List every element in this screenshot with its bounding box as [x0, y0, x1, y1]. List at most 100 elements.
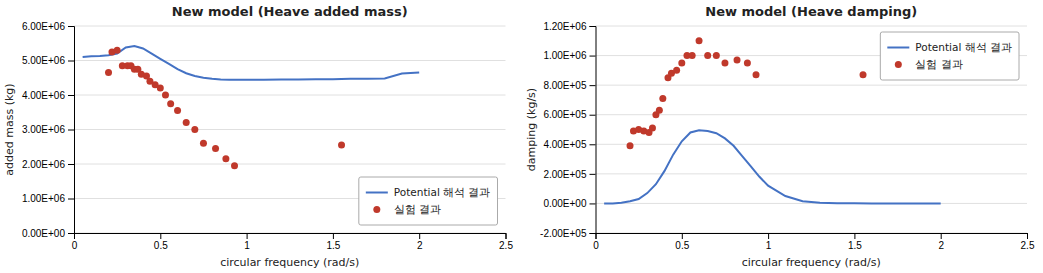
- y-tick: 0.00E+00: [22, 228, 74, 239]
- scatter-point: [231, 162, 238, 169]
- grid-line-y: [74, 129, 506, 130]
- y-tick: 5.00E+06: [22, 55, 74, 66]
- scatter-point: [704, 52, 711, 59]
- scatter-point: [167, 100, 174, 107]
- y-axis-title: damping (kg/s): [525, 88, 538, 171]
- legend: Potential 해석 결과실험 결과: [880, 32, 1019, 80]
- x-tick-label: 2: [938, 240, 944, 251]
- y-tick: 2.00E+05: [543, 169, 595, 180]
- x-axis-title: circular frequency (rad/s): [220, 256, 359, 269]
- y-tick-mark: [590, 174, 596, 175]
- series-line: [604, 130, 941, 203]
- x-tick-mark: [419, 233, 420, 239]
- y-tick: 3.00E+06: [22, 124, 74, 135]
- chart-title: New model (Heave damping): [705, 4, 917, 19]
- grid: [596, 26, 1028, 233]
- y-tick-label: 1.20E+06: [543, 21, 587, 32]
- x-tick-label: 0: [72, 240, 78, 251]
- scatter-point: [212, 145, 219, 152]
- x-tick-label: 2.5: [499, 240, 513, 251]
- x-tick: 0: [72, 233, 78, 251]
- x-tick-label: 2.5: [1021, 240, 1035, 251]
- scatter-point: [183, 119, 190, 126]
- y-tick-mark: [590, 203, 596, 204]
- y-tick-mark: [68, 199, 74, 200]
- legend-label: 실험 결과: [394, 203, 441, 215]
- scatter-point: [673, 67, 680, 74]
- y-tick-label: 1.00E+06: [543, 50, 587, 61]
- grid-line-y: [596, 26, 1028, 27]
- y-tick-mark: [590, 56, 596, 57]
- x-axis-title: circular frequency (rad/s): [742, 256, 881, 269]
- x-tick: 0.5: [675, 233, 689, 251]
- legend-swatch: [887, 47, 909, 49]
- y-tick-label: 4.00E+06: [22, 90, 66, 101]
- x-tick-label: 1: [244, 240, 250, 251]
- x-tick-mark: [768, 233, 769, 239]
- y-tick-label: 8.00E+05: [543, 80, 587, 91]
- legend-swatch: [373, 206, 380, 213]
- y-tick-label: 0.00E+00: [543, 198, 587, 209]
- y-tick: -2.00E+05: [540, 228, 595, 239]
- y-axis-line: [68, 27, 75, 234]
- scatter-point: [713, 52, 720, 59]
- grid-line-y: [74, 60, 506, 61]
- grid-line-y: [596, 173, 1028, 174]
- grid-line-y: [74, 164, 506, 165]
- x-tick: 1.5: [326, 233, 340, 251]
- legend-swatch: [895, 61, 902, 68]
- scatter-point: [753, 71, 760, 78]
- y-tick: 8.00E+05: [543, 80, 595, 91]
- panel: 0 0.5 1 1.5 2 2.5 -2.00E+05 0.00E+00 2.00E+05 4.0…: [525, 4, 1035, 269]
- scatter-point: [114, 47, 121, 54]
- scatter-point: [174, 107, 181, 114]
- y-tick: 4.00E+05: [543, 139, 595, 150]
- plot-area: [83, 46, 420, 169]
- scatter-point: [157, 85, 164, 92]
- x-tick: 2.5: [1021, 233, 1035, 251]
- legend-label: Potential 해석 결과: [394, 186, 491, 198]
- y-tick-mark: [68, 130, 74, 131]
- y-tick-label: 0.00E+00: [22, 228, 66, 239]
- y-tick: 1.00E+06: [22, 193, 74, 204]
- x-axis: 0 0.5 1 1.5 2 2.5: [72, 233, 514, 251]
- x-tick: 0: [593, 233, 599, 251]
- scatter-point: [689, 52, 696, 59]
- x-tick: 1: [244, 233, 250, 251]
- scatter-point: [191, 126, 198, 133]
- y-tick-label: -2.00E+05: [540, 228, 587, 239]
- scatter-point: [200, 140, 207, 147]
- y-tick-mark: [590, 85, 596, 86]
- figure: 00.511.522.50.00E+001.00E+062.00E+063.00…: [0, 0, 1043, 273]
- x-tick-label: 2: [417, 240, 423, 251]
- grid-line-y: [596, 114, 1028, 115]
- y-axis-line: [590, 27, 597, 234]
- scatter-point: [744, 59, 751, 66]
- legend-label: 실험 결과: [915, 58, 962, 70]
- legend-box: [359, 177, 498, 225]
- y-tick: 1.00E+06: [543, 50, 595, 61]
- legend-item: 실험 결과: [895, 58, 963, 70]
- x-tick-mark: [1027, 233, 1028, 239]
- y-tick-mark: [68, 164, 74, 165]
- x-tick: 2: [938, 233, 944, 251]
- y-tick: 6.00E+06: [22, 21, 74, 32]
- x-tick: 0.5: [154, 233, 168, 251]
- legend-item: 실험 결과: [373, 203, 441, 215]
- series-line: [83, 46, 420, 80]
- x-tick-label: 0.5: [154, 240, 168, 251]
- y-tick-mark: [590, 115, 596, 116]
- y-tick: 0.00E+00: [543, 198, 595, 209]
- x-tick-label: 1.5: [848, 240, 862, 251]
- grid-line-y: [596, 144, 1028, 145]
- x-tick: 2: [417, 233, 423, 251]
- y-tick-mark: [590, 26, 596, 27]
- x-tick: 1: [766, 233, 772, 251]
- scatter-point: [627, 142, 634, 149]
- y-tick-label: 3.00E+06: [22, 124, 66, 135]
- scatter-point: [678, 59, 685, 66]
- x-tick: 2.5: [499, 233, 513, 251]
- x-tick-mark: [160, 233, 161, 239]
- chart-title: New model (Heave added mass): [172, 4, 408, 19]
- scatter-point: [696, 37, 703, 44]
